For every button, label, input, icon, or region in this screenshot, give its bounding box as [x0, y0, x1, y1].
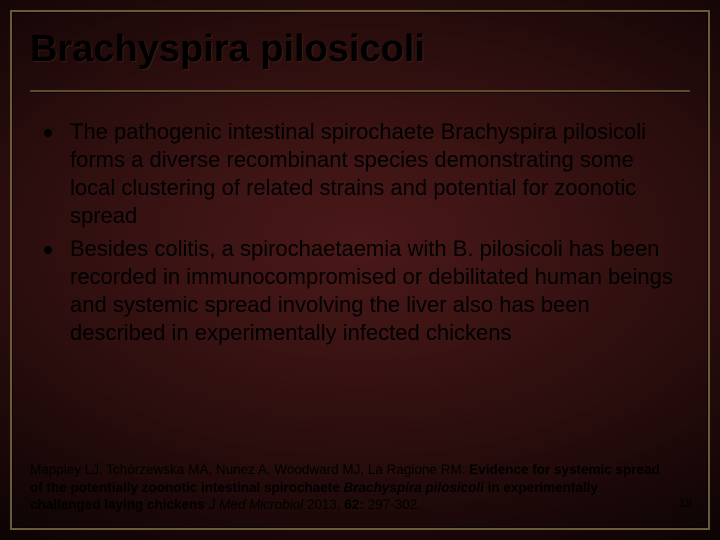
body-area: The pathogenic intestinal spirochaete Br… [42, 118, 678, 351]
slide: Brachyspira pilosicoli The pathogenic in… [0, 0, 720, 540]
bullet-item: The pathogenic intestinal spirochaete Br… [42, 118, 678, 231]
citation-volume: 62: [344, 497, 364, 512]
citation-authors: Mappley LJ, Tchórzewska MA, Nunez A, Woo… [30, 462, 469, 477]
citation-species-italic: Brachyspira pilosicoli [344, 480, 484, 495]
bullet-dot-icon [44, 129, 52, 137]
page-number: 18 [679, 496, 692, 510]
title-divider [30, 90, 690, 92]
citation: Mappley LJ, Tchórzewska MA, Nunez A, Woo… [30, 461, 660, 514]
bullet-text: Besides colitis, a spirochaetaemia with … [70, 235, 678, 348]
bullet-dot-icon [44, 246, 52, 254]
citation-journal: J Med Microbiol [205, 497, 307, 512]
citation-pages: 297-302. [364, 497, 421, 512]
bullet-text: The pathogenic intestinal spirochaete Br… [70, 118, 678, 231]
slide-title: Brachyspira pilosicoli [30, 28, 690, 71]
bullet-item: Besides colitis, a spirochaetaemia with … [42, 235, 678, 348]
citation-year: 2013, [307, 497, 345, 512]
